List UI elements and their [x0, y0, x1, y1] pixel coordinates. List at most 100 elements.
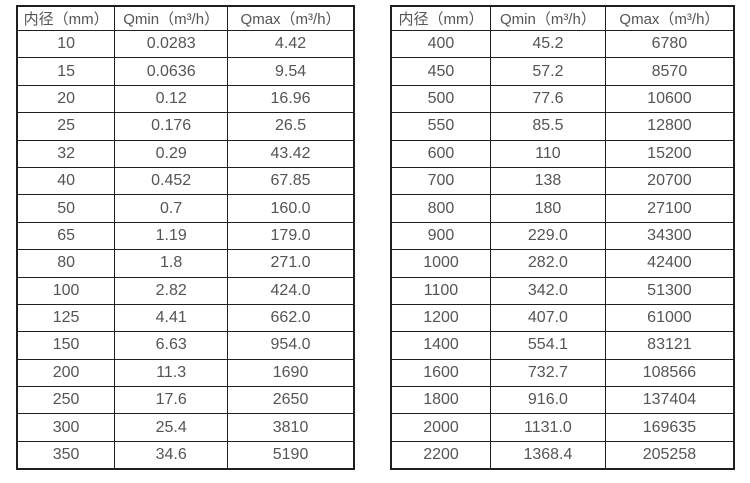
table-cell: 6.63 — [114, 331, 229, 360]
table-cell: 0.7 — [114, 194, 229, 223]
table-cell: 1368.4 — [489, 440, 606, 470]
table-row: 125 4.41 662.0 — [16, 303, 355, 333]
table-row: 400 45.2 6780 — [390, 29, 735, 59]
table-cell: 6780 — [604, 29, 735, 59]
table-cell: 180 — [489, 194, 606, 223]
table-cell: 85.5 — [489, 112, 606, 141]
header-row: 内径（mm） Qmin（m³/h） Qmax（m³/h） — [390, 5, 735, 31]
table-body: 400 45.2 6780 450 57.2 8570 500 77.6 10600 550 85.… — [390, 29, 735, 470]
table-cell: 800 — [390, 194, 491, 223]
table-cell: 17.6 — [114, 386, 229, 415]
table-cell: 40 — [16, 166, 116, 196]
table-cell: 342.0 — [489, 276, 606, 305]
table-row: 900 229.0 34300 — [390, 221, 735, 251]
table-row: 10 0.0283 4.42 — [16, 29, 355, 59]
table-row: 700 138 20700 — [390, 166, 735, 196]
table-cell: 1000 — [390, 249, 491, 278]
table-row: 1400 554.1 83121 — [390, 331, 735, 360]
table-row: 25 0.176 26.5 — [16, 112, 355, 141]
table-cell: 400 — [390, 29, 491, 59]
table-cell: 67.85 — [227, 166, 355, 196]
table-row: 100 2.82 424.0 — [16, 276, 355, 305]
table-cell: 100 — [16, 276, 116, 305]
table-cell: 179.0 — [227, 221, 355, 251]
table-cell: 108566 — [604, 358, 735, 388]
column-header: 内径（mm） — [16, 5, 116, 31]
table-cell: 65 — [16, 221, 116, 251]
table-cell: 0.12 — [114, 84, 229, 114]
table-cell: 1400 — [390, 331, 491, 360]
table-cell: 282.0 — [489, 249, 606, 278]
table-cell: 32 — [16, 139, 116, 168]
table-row: 40 0.452 67.85 — [16, 166, 355, 196]
table-header: 内径（mm） Qmin（m³/h） Qmax（m³/h） — [16, 5, 355, 31]
table-cell: 34.6 — [114, 440, 229, 470]
table-row: 350 34.6 5190 — [16, 440, 355, 470]
table-cell: 45.2 — [489, 29, 606, 59]
table-cell: 27100 — [604, 194, 735, 223]
column-header: Qmin（m³/h） — [489, 5, 606, 31]
table-row: 15 0.0636 9.54 — [16, 57, 355, 86]
table-cell: 20700 — [604, 166, 735, 196]
table-cell: 5190 — [227, 440, 355, 470]
table-cell: 271.0 — [227, 249, 355, 278]
table-cell: 12800 — [604, 112, 735, 141]
table-row: 550 85.5 12800 — [390, 112, 735, 141]
table-row: 450 57.2 8570 — [390, 57, 735, 86]
table-row: 2000 1131.0 169635 — [390, 413, 735, 442]
table-cell: 229.0 — [489, 221, 606, 251]
table-cell: 110 — [489, 139, 606, 168]
table-cell: 4.42 — [227, 29, 355, 59]
table-cell: 8570 — [604, 57, 735, 86]
table-cell: 25 — [16, 112, 116, 141]
table-cell: 1200 — [390, 303, 491, 333]
table-cell: 10 — [16, 29, 116, 59]
table-cell: 1.8 — [114, 249, 229, 278]
table-cell: 500 — [390, 84, 491, 114]
table-cell: 662.0 — [227, 303, 355, 333]
table-cell: 1100 — [390, 276, 491, 305]
table-row: 1100 342.0 51300 — [390, 276, 735, 305]
column-header: Qmax（m³/h） — [227, 5, 355, 31]
table-cell: 169635 — [604, 413, 735, 442]
table-cell: 554.1 — [489, 331, 606, 360]
table-cell: 57.2 — [489, 57, 606, 86]
column-header: Qmax（m³/h） — [604, 5, 735, 31]
table-cell: 26.5 — [227, 112, 355, 141]
table-row: 50 0.7 160.0 — [16, 194, 355, 223]
table-cell: 350 — [16, 440, 116, 470]
table-cell: 300 — [16, 413, 116, 442]
table-cell: 83121 — [604, 331, 735, 360]
table-cell: 43.42 — [227, 139, 355, 168]
table-row: 1600 732.7 108566 — [390, 358, 735, 388]
flow-table-small-diameters: 内径（mm） Qmin（m³/h） Qmax（m³/h） 10 0.0283 4.42 1… — [16, 5, 355, 471]
table-cell: 80 — [16, 249, 116, 278]
table-row: 150 6.63 954.0 — [16, 331, 355, 360]
table-cell: 42400 — [604, 249, 735, 278]
table-cell: 0.0283 — [114, 29, 229, 59]
table-row: 1000 282.0 42400 — [390, 249, 735, 278]
spec-table-right: 内径（mm） Qmin（m³/h） Qmax（m³/h） 400 45.2 6780 45… — [390, 5, 735, 471]
table-row: 600 110 15200 — [390, 139, 735, 168]
table-cell: 0.29 — [114, 139, 229, 168]
table-cell: 2.82 — [114, 276, 229, 305]
table-cell: 34300 — [604, 221, 735, 251]
table-cell: 20 — [16, 84, 116, 114]
table-cell: 3810 — [227, 413, 355, 442]
table-cell: 50 — [16, 194, 116, 223]
table-cell: 150 — [16, 331, 116, 360]
table-cell: 15 — [16, 57, 116, 86]
table-cell: 4.41 — [114, 303, 229, 333]
table-header: 内径（mm） Qmin（m³/h） Qmax（m³/h） — [390, 5, 735, 31]
table-cell: 205258 — [604, 440, 735, 470]
table-cell: 1600 — [390, 358, 491, 388]
table-cell: 900 — [390, 221, 491, 251]
table-cell: 160.0 — [227, 194, 355, 223]
table-cell: 51300 — [604, 276, 735, 305]
table-cell: 138 — [489, 166, 606, 196]
table-cell: 916.0 — [489, 386, 606, 415]
table-row: 200 11.3 1690 — [16, 358, 355, 388]
table-row: 250 17.6 2650 — [16, 386, 355, 415]
table-cell: 16.96 — [227, 84, 355, 114]
table-cell: 0.452 — [114, 166, 229, 196]
